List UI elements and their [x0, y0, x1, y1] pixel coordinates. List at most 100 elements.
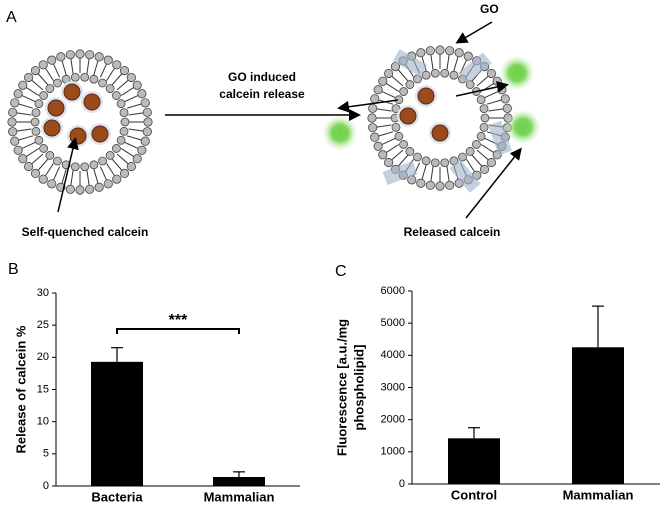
lipid-head: [416, 48, 426, 58]
release-arrow: [337, 99, 399, 113]
lipid-head: [98, 156, 107, 166]
lipid-head: [476, 95, 486, 105]
lipid-head: [479, 122, 489, 132]
lipid-tail: [376, 124, 392, 128]
panel-label: C: [335, 263, 347, 280]
lipid-head: [89, 160, 99, 170]
panel-label: B: [8, 261, 19, 278]
lipid-head: [34, 99, 44, 109]
lipid-head: [440, 68, 450, 78]
x-tick-label: Mammalian: [204, 489, 275, 504]
lipid-head: [45, 151, 55, 160]
go-sheet: [392, 48, 428, 78]
lipid-head: [142, 127, 152, 137]
lipid-tail: [486, 99, 502, 105]
lipid-head: [7, 117, 17, 127]
lipid-head: [479, 104, 489, 114]
lipid-head: [368, 103, 378, 113]
go-sheet: [449, 159, 481, 193]
lipid-tail: [16, 112, 32, 116]
lipid-head: [449, 70, 459, 80]
lipid-tail: [18, 135, 34, 141]
lipid-head: [112, 174, 122, 184]
lipid-tail: [99, 63, 108, 78]
go-sheet: [487, 120, 513, 156]
lipid-tail: [476, 75, 489, 87]
lipid-head: [8, 127, 18, 137]
bar: [572, 347, 624, 484]
process-label: GO induced: [228, 70, 296, 84]
lipid-head: [421, 156, 431, 166]
lipid-tail: [126, 103, 142, 109]
lipid-tail: [120, 86, 135, 96]
lipid-tail: [106, 67, 116, 82]
lipid-tail: [484, 90, 499, 99]
lipid-head: [399, 87, 408, 96]
lipid-head: [370, 132, 380, 142]
y-tick-label: 30: [37, 287, 49, 299]
lipid-head: [142, 107, 152, 117]
lipid-tail: [70, 58, 74, 74]
lipid-head: [430, 158, 440, 168]
lipid-head: [38, 174, 48, 184]
lipid-tail: [471, 154, 483, 167]
lipid-head: [373, 141, 383, 151]
lipid-head: [53, 78, 62, 88]
lipid-tail: [385, 144, 400, 154]
y-tick-label: 6000: [381, 285, 405, 297]
lipid-head: [143, 117, 153, 127]
left-label: Self-quenched calcein: [22, 225, 149, 239]
y-tick-label: 20: [37, 351, 49, 363]
lipid-tail: [93, 168, 99, 184]
lipid-head: [112, 144, 121, 153]
lipid-tail: [476, 149, 489, 161]
lipid-tail: [120, 148, 135, 158]
lipid-tail: [52, 63, 61, 78]
lipid-head: [425, 46, 435, 56]
lipid-head: [47, 55, 57, 65]
lipid-tail: [397, 154, 409, 167]
lipid-tail: [31, 79, 44, 91]
pointer-arrow: [57, 137, 79, 213]
lipid-head: [367, 113, 377, 123]
lipid-head: [140, 136, 150, 146]
y-tick-label: 1000: [381, 446, 405, 458]
lipid-head: [13, 145, 23, 155]
y-tick-label: 2000: [381, 414, 405, 426]
y-tick-label: 15: [37, 383, 49, 395]
lipid-head: [116, 135, 126, 145]
lipid-tail: [376, 108, 392, 112]
bar: [213, 476, 265, 486]
lipid-head: [39, 91, 48, 100]
calcein: [91, 125, 109, 143]
lipid-head: [120, 117, 130, 127]
lipid-head: [370, 94, 380, 104]
lipid-head: [378, 76, 388, 86]
lipid-head: [75, 49, 85, 59]
lipid-head: [394, 131, 404, 141]
lipid-tail: [488, 108, 504, 112]
y-tick-label: 3000: [381, 381, 405, 393]
lipid-head: [126, 161, 136, 172]
calcein: [399, 107, 417, 125]
lipid-head: [399, 140, 408, 149]
lipid-head: [53, 156, 62, 166]
lipid-tail: [18, 103, 34, 109]
lipid-tail: [61, 168, 67, 184]
lipid-head: [126, 72, 136, 83]
y-tick-label: 4000: [381, 349, 405, 361]
go-sheet: [382, 160, 418, 186]
lipid-tail: [86, 170, 90, 186]
x-tick-label: Control: [451, 487, 497, 502]
lipid-head: [454, 48, 464, 58]
lipid-head: [47, 179, 57, 189]
lipid-head: [24, 72, 34, 83]
calcein: [43, 119, 61, 137]
lipid-head: [24, 161, 34, 172]
go-arrow: [455, 21, 493, 44]
diagram: [7, 45, 541, 195]
lipid-tail: [61, 60, 67, 76]
process-label: calcein release: [219, 87, 305, 101]
lipid-head: [465, 147, 475, 156]
lipid-head: [85, 50, 95, 60]
